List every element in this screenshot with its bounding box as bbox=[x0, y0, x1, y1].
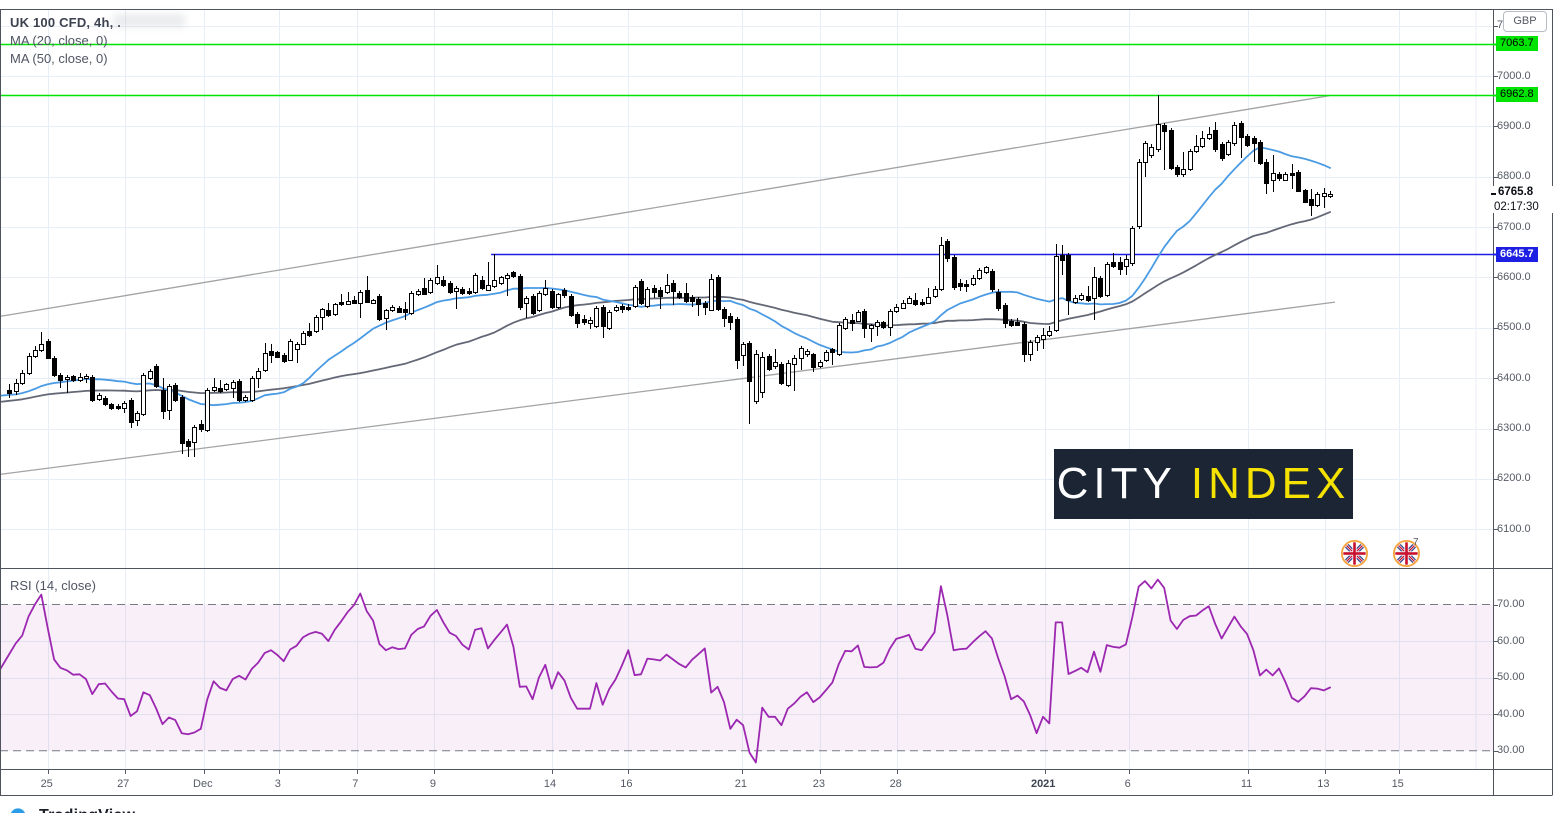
price-axis-label: 6700.0 bbox=[1497, 220, 1531, 233]
price-axis-label: 6400.0 bbox=[1497, 371, 1531, 384]
rsi-axis-label: 60.00 bbox=[1497, 634, 1525, 647]
time-axis-label: Dec bbox=[193, 778, 213, 790]
price-axis-label: 6300.0 bbox=[1497, 422, 1531, 435]
trend-channel-line[interactable] bbox=[0, 301, 1336, 476]
time-axis-label: 3 bbox=[274, 778, 281, 790]
price-axis-label: 6500.0 bbox=[1497, 321, 1531, 334]
price-axis-label: 6200.0 bbox=[1497, 472, 1531, 485]
rsi-axis-label: 30.00 bbox=[1497, 744, 1525, 757]
time-axis-label: 6 bbox=[1124, 778, 1131, 790]
trend-channel-line[interactable] bbox=[0, 95, 1330, 318]
price-axis-label: 6800.0 bbox=[1497, 170, 1531, 183]
rsi-legend-row[interactable]: RSI (14, close) bbox=[10, 578, 96, 593]
time-axis-label: 2021 bbox=[1030, 778, 1056, 790]
time-axis-label: 11 bbox=[1240, 778, 1253, 790]
symbol-title[interactable]: UK 100 CFD, 4h, . bbox=[10, 15, 122, 30]
rsi-axis-label: 50.00 bbox=[1497, 671, 1525, 684]
bar-countdown-timer: 02:17:30 bbox=[1494, 200, 1539, 213]
time-axis-label: 23 bbox=[812, 778, 826, 790]
city-index-watermark: CITY INDEX bbox=[1054, 449, 1353, 519]
time-axis-label: 14 bbox=[543, 778, 557, 790]
time-axis-label: 9 bbox=[429, 778, 436, 790]
economic-event-flag-icon[interactable] bbox=[1341, 540, 1368, 567]
chart-frame bbox=[0, 8, 1554, 797]
redacted-source-blur bbox=[113, 14, 185, 27]
ma50-legend-row[interactable]: MA (50, close, 0) bbox=[10, 51, 108, 66]
event-count-badge: 7 bbox=[1413, 537, 1419, 548]
price-axis-label: 6100.0 bbox=[1497, 522, 1531, 535]
time-axis-label: 13 bbox=[1317, 778, 1330, 790]
price-axis-label: 6600.0 bbox=[1497, 270, 1531, 283]
time-axis-label: 15 bbox=[1391, 778, 1404, 790]
time-axis-label: 28 bbox=[889, 778, 902, 790]
ma20-legend-row[interactable]: MA (20, close, 0) bbox=[10, 33, 108, 48]
price-level-label: 6962.8 bbox=[1496, 87, 1538, 103]
price-level-label: 7063.7 bbox=[1496, 36, 1538, 52]
current-price-value: 6765.8 bbox=[1498, 185, 1534, 198]
chart-legend: UK 100 CFD, 4h, . MA (20, close, 0) MA (… bbox=[10, 14, 121, 67]
price-axis-label: 6900.0 bbox=[1497, 119, 1531, 132]
economic-event-flag-icon[interactable] bbox=[1393, 540, 1420, 567]
currency-button[interactable]: GBP bbox=[1503, 11, 1547, 32]
axis-ticks bbox=[48, 26, 1498, 774]
rsi-band-fill bbox=[0, 604, 1493, 751]
rsi-axis-label: 70.00 bbox=[1497, 598, 1525, 610]
current-price-label: 6765.8 02:17:30 bbox=[1490, 185, 1554, 213]
time-axis-label: 21 bbox=[734, 778, 748, 790]
rsi-axis-label: 40.00 bbox=[1497, 707, 1525, 720]
time-axis-label: 27 bbox=[117, 778, 130, 790]
price-axis-label: 7000.0 bbox=[1497, 69, 1531, 82]
tradingview-attribution-text: TradingView bbox=[39, 807, 135, 813]
time-axis-label: 16 bbox=[620, 778, 633, 790]
candles-layer bbox=[7, 95, 1333, 457]
time-axis-label: 7 bbox=[352, 778, 359, 790]
time-axis-label: 25 bbox=[40, 778, 53, 790]
tradingview-attribution[interactable]: TradingView bbox=[10, 805, 135, 813]
price-level-label: 6645.7 bbox=[1496, 246, 1538, 262]
tradingview-logo-icon bbox=[11, 808, 25, 813]
current-price-tick bbox=[1491, 192, 1496, 195]
